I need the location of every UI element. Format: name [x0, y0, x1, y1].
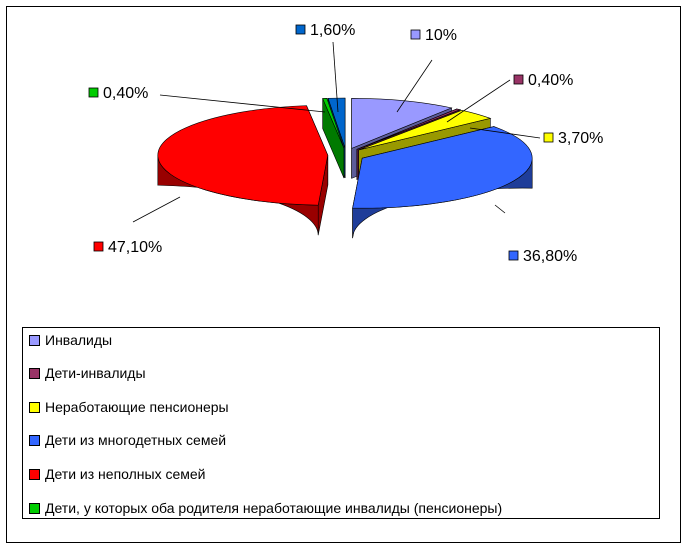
- leader-line-5: [159, 94, 326, 113]
- legend-swatch-2: [29, 401, 40, 413]
- legend-swatch-5: [29, 502, 40, 514]
- legend-item-1: Дети-инвалиды: [29, 365, 146, 381]
- pie-slice-2: [358, 109, 492, 151]
- data-label-6: 1,60%: [310, 22, 355, 39]
- pie-slice-4: [157, 105, 329, 206]
- leader-line-6: [332, 41, 339, 113]
- legend-item-3: Дети из многодетных семей: [29, 432, 226, 448]
- pie-slice-3: [352, 126, 533, 209]
- legend-item-2: Неработающие пенсионеры: [29, 399, 229, 415]
- data-label-0: 10%: [425, 27, 457, 44]
- leader-line-3: [494, 204, 506, 214]
- leader-line-1: [446, 79, 511, 123]
- legend-label-4: Дети из неполных семей: [45, 466, 206, 482]
- data-label-4: 47,10%: [108, 239, 162, 256]
- legend-label-0: Инвалиды: [45, 332, 113, 348]
- legend-label-5: Дети, у которых оба родителя неработающи…: [45, 500, 503, 516]
- pie-tops: [157, 97, 533, 209]
- label-swatch-3: [508, 250, 519, 261]
- data-label-3: 36,80%: [523, 248, 577, 265]
- label-swatch-2: [543, 132, 554, 143]
- legend-label-2: Неработающие пенсионеры: [45, 399, 229, 415]
- legend-item-5: Дети, у которых оба родителя неработающи…: [29, 500, 502, 516]
- label-swatch-1: [513, 74, 524, 85]
- legend-swatch-1: [29, 367, 40, 379]
- label-swatch-6: [295, 24, 306, 35]
- legend-label-1: Дети-инвалиды: [45, 365, 146, 381]
- pie-slice-6: [327, 97, 346, 149]
- leader-line-0: [396, 59, 433, 113]
- label-swatch-0: [410, 29, 421, 40]
- chart-legend: Инвалиды Дети-инвалиды Неработающие пенсио…: [22, 327, 660, 519]
- pie-labels: 10% 0,40% 3,70% 36,80% 47,10% 0,40% 1,60%: [88, 22, 603, 265]
- legend-swatch-4: [29, 468, 40, 480]
- pie-chart: 10% 0,40% 3,70% 36,80% 47,10% 0,40% 1,60%: [88, 22, 603, 265]
- pie-slice-5: [322, 97, 345, 149]
- leader-line-4: [132, 196, 181, 223]
- label-swatch-4: [93, 241, 104, 252]
- legend-item-0: Инвалиды: [29, 332, 112, 348]
- legend-item-4: Дети из неполных семей: [29, 466, 206, 482]
- pie-slice-1: [356, 108, 462, 150]
- leader-line-2: [469, 127, 541, 139]
- data-label-1: 0,40%: [528, 72, 573, 89]
- data-label-5: 0,40%: [103, 85, 148, 102]
- label-swatch-5: [88, 87, 99, 98]
- data-label-2: 3,70%: [558, 130, 603, 147]
- legend-swatch-3: [29, 434, 40, 446]
- legend-label-3: Дети из многодетных семей: [45, 432, 227, 448]
- legend-swatch-0: [29, 334, 40, 346]
